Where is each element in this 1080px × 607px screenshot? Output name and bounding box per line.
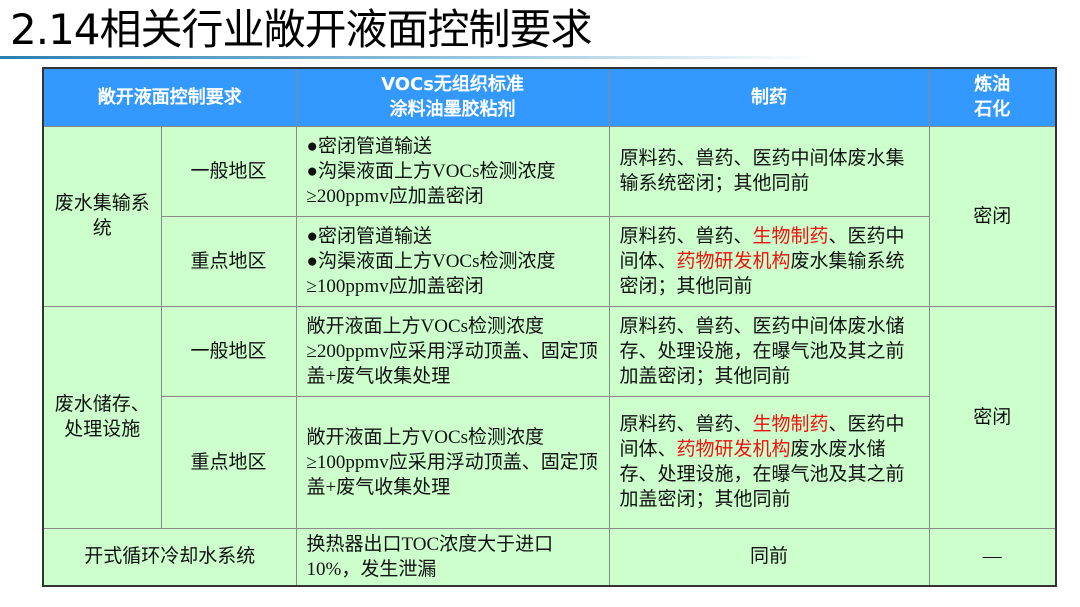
header-vocs-line1: VOCs无组织标准 <box>381 74 524 96</box>
row-label: 开式循环冷却水系统 <box>42 527 297 587</box>
title-underline <box>0 56 820 59</box>
page-title: 2.14相关行业敞开液面控制要求 <box>10 5 593 54</box>
vocs-line: ●沟渠液面上方VOCs检测浓度≥100ppmv应加盖密闭 <box>306 250 556 297</box>
pharma-cell: 原料药、兽药、生物制药、医药中间体、药物研发机构废水集输系统密闭；其他同前 <box>608 215 930 307</box>
vocs-cell: 敞开液面上方VOCs检测浓度≥200ppmv应采用浮动顶盖、固定顶盖+废气收集处… <box>295 305 610 397</box>
area-label: 一般地区 <box>160 305 297 397</box>
header-petro-line1: 炼油 <box>974 74 1011 96</box>
header-pharma: 制药 <box>608 67 930 127</box>
area-label: 重点地区 <box>160 215 297 307</box>
pharma-cell: 原料药、兽药、生物制药、医药中间体、药物研发机构废水废水储存、处理设施，在曝气池… <box>608 395 930 529</box>
petro-cell: 密闭 <box>928 125 1057 307</box>
petro-cell: 密闭 <box>928 305 1057 529</box>
highlight-text: 药物研发机构 <box>676 250 791 272</box>
table-row: 废水集输系统 一般地区 ●密闭管道输送 ●沟渠液面上方VOCs检测浓度≥200pp… <box>42 125 1057 307</box>
highlight-text: 药物研发机构 <box>676 439 791 460</box>
text: 原料药、兽药、 <box>619 225 753 247</box>
table-row: 开式循环冷却水系统 换热器出口TOC浓度大于进口10%，发生泄漏 同前 — <box>42 527 1057 587</box>
area-label: 重点地区 <box>160 395 297 529</box>
vocs-line: ●沟渠液面上方VOCs检测浓度≥200ppmv应加盖密闭 <box>306 160 556 207</box>
header-vocs-line2: 涂料油墨胶粘剂 <box>389 99 516 121</box>
table-row: 重点地区 敞开液面上方VOCs检测浓度≥100ppmv应采用浮动顶盖、固定顶盖+… <box>43 395 1056 529</box>
vocs-cell: ●密闭管道输送 ●沟渠液面上方VOCs检测浓度≥200ppmv应加盖密闭 <box>295 125 610 217</box>
vocs-cell: ●密闭管道输送 ●沟渠液面上方VOCs检测浓度≥100ppmv应加盖密闭 <box>295 215 610 307</box>
vocs-line: ●密闭管道输送 <box>306 225 432 247</box>
row-label: 废水集输系统 <box>42 125 162 307</box>
petro-cell: — <box>928 527 1057 587</box>
text: 、医药中间体、 <box>619 414 905 460</box>
header-petro: 炼油 石化 <box>928 67 1057 127</box>
table-row: 重点地区 ●密闭管道输送 ●沟渠液面上方VOCs检测浓度≥100ppmv应加盖密闭… <box>43 215 1056 307</box>
row-label: 废水储存、处理设施 <box>42 305 162 529</box>
text: 废水集输系统密闭；其他同前 <box>619 250 905 297</box>
header-vocs: VOCs无组织标准 涂料油墨胶粘剂 <box>295 67 610 127</box>
text: 原料药、兽药、 <box>619 414 753 435</box>
text: 、医药中间体、 <box>619 225 905 272</box>
vocs-line: ●密闭管道输送 <box>306 135 432 157</box>
pharma-cell: 原料药、兽药、医药中间体废水集输系统密闭；其他同前 <box>608 125 930 217</box>
vocs-cell: 换热器出口TOC浓度大于进口10%，发生泄漏 <box>295 527 610 587</box>
pharma-cell: 同前 <box>608 527 930 587</box>
pharma-cell: 原料药、兽药、医药中间体废水储存、处理设施，在曝气池及其之前加盖密闭；其他同前 <box>608 305 930 397</box>
table-row: 废水储存、处理设施 一般地区 敞开液面上方VOCs检测浓度≥200ppmv应采用… <box>42 305 1057 529</box>
header-petro-line2: 石化 <box>974 99 1011 121</box>
highlight-text: 生物制药 <box>752 225 829 247</box>
requirements-table: 敞开液面控制要求 VOCs无组织标准 涂料油墨胶粘剂 制药 炼油石化 废水集输系统… <box>42 67 1057 587</box>
text: 废水废水储存、处理设施，在曝气池及其之前加盖密闭；其他同前 <box>619 439 905 510</box>
area-label: 一般地区 <box>160 125 297 217</box>
vocs-cell: 敞开液面上方VOCs检测浓度≥100ppmv应采用浮动顶盖、固定顶盖+废气收集处… <box>295 395 610 529</box>
header-req: 敞开液面控制要求 <box>42 67 297 127</box>
highlight-text: 生物制药 <box>752 414 829 435</box>
